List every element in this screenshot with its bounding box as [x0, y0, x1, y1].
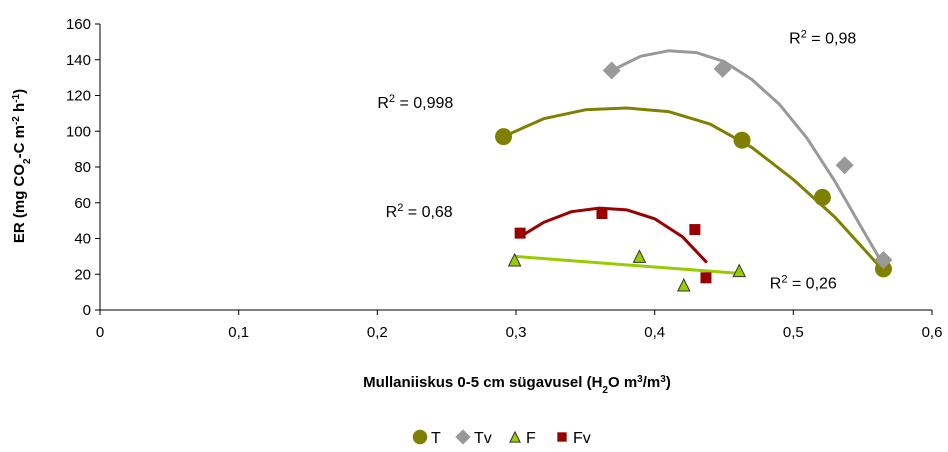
- y-tick-label: 40: [74, 231, 91, 248]
- legend-label-f: F: [526, 430, 536, 447]
- legend-label-tv: Tv: [474, 430, 492, 447]
- y-tick-label: 60: [74, 195, 91, 212]
- point-tv: [874, 250, 893, 269]
- r-squared-label: R2 = 0,68: [386, 202, 453, 221]
- y-tick-label: 20: [74, 266, 91, 283]
- trendline-fv: [518, 206, 708, 264]
- point-t: [495, 128, 513, 146]
- legend-label-fv: Fv: [573, 430, 591, 447]
- point-f: [632, 249, 647, 263]
- x-tick-label: 0,3: [506, 324, 527, 341]
- data-points: [495, 59, 893, 292]
- x-tick-label: 0,5: [783, 324, 804, 341]
- x-tick-label: 0,1: [228, 324, 249, 341]
- legend: T Tv F Fv: [412, 429, 591, 447]
- x-tick-label: 0,2: [367, 324, 388, 341]
- y-tick-label: 100: [66, 123, 91, 140]
- point-fv: [700, 272, 712, 284]
- r-squared-label: R2 = 0,26: [770, 274, 837, 293]
- point-f: [732, 263, 747, 278]
- point-f: [507, 252, 522, 267]
- r-squared-labels: R2 = 0,998 R2 = 0,98 R2 = 0,68 R2 = 0,26: [377, 29, 856, 293]
- y-tick-label: 160: [66, 16, 91, 33]
- x-tick-label: 0: [96, 324, 104, 341]
- legend-marker-fv: [557, 432, 567, 442]
- point-f: [676, 277, 691, 292]
- y-tick-label: 120: [66, 88, 91, 105]
- axes: 0 20 40 60 80 100 120 140 160 0 0,1 0,2 0,3 0,4 0,5 0,6: [66, 16, 942, 341]
- x-tick-label: 0,4: [644, 324, 665, 341]
- point-t: [733, 131, 751, 149]
- legend-marker-f: [509, 430, 521, 443]
- trendline-f: [513, 254, 741, 275]
- point-tv: [713, 59, 732, 78]
- trendline-tv: [610, 49, 885, 267]
- x-tick-label: 0,6: [922, 324, 943, 341]
- y-axis-label: ER (mg CO2-C m-2 h-1): [11, 89, 33, 243]
- point-tv: [835, 156, 854, 175]
- point-fv: [689, 224, 701, 236]
- y-tick-label: 80: [74, 159, 91, 176]
- legend-label-t: T: [431, 430, 441, 447]
- legend-marker-t: [412, 429, 428, 445]
- x-axis-label: Mullaniiskus 0-5 cm sügavusel (H2O m3/m3…: [363, 374, 671, 396]
- y-tick-label: 0: [83, 302, 91, 319]
- legend-marker-tv: [455, 429, 471, 445]
- point-fv: [596, 207, 608, 219]
- point-fv: [514, 227, 526, 239]
- point-tv: [602, 61, 621, 80]
- trendlines: [502, 49, 885, 275]
- r-squared-label: R2 = 0,98: [789, 29, 856, 48]
- y-tick-label: 140: [66, 52, 91, 69]
- r-squared-label: R2 = 0,998: [377, 93, 453, 112]
- point-t: [813, 188, 831, 206]
